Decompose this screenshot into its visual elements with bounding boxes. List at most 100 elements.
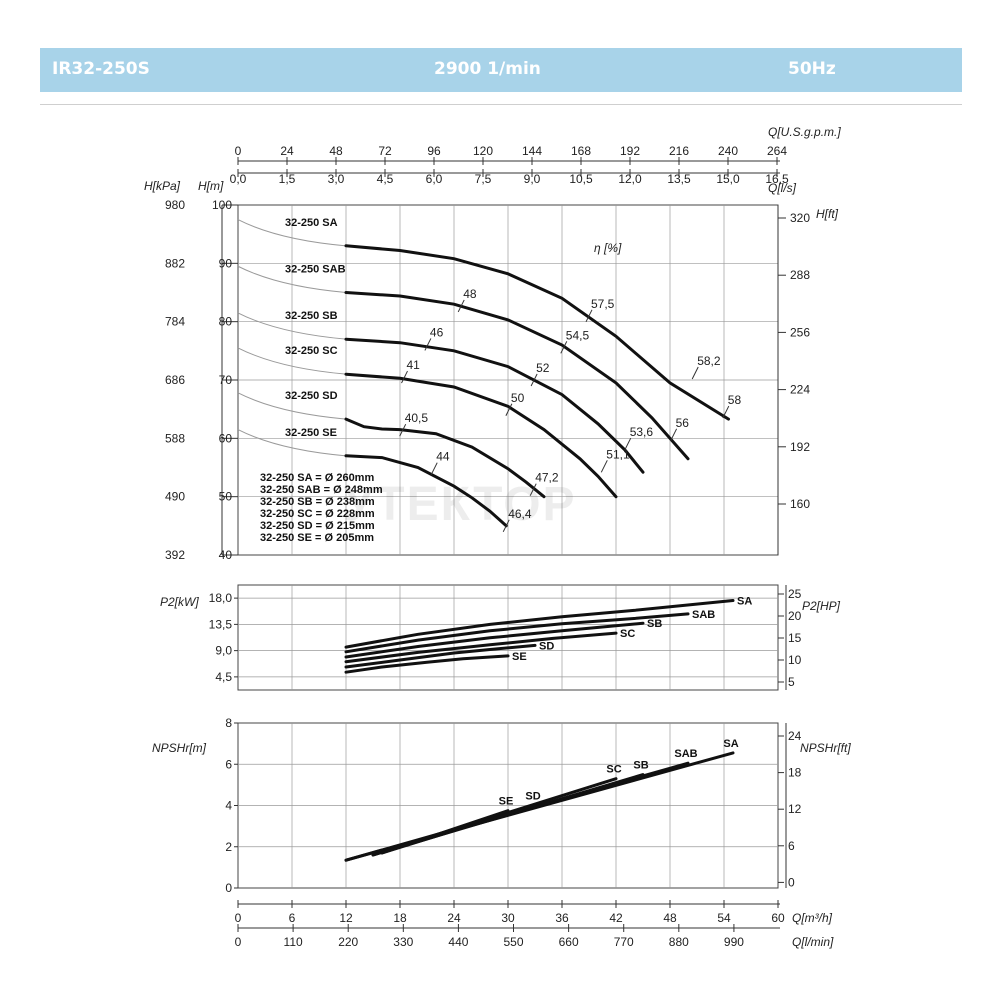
efficiency-tick xyxy=(424,338,432,351)
tick-label: 12 xyxy=(339,911,353,925)
tick-label: 1,5 xyxy=(279,172,296,186)
curve-label: SD xyxy=(525,791,540,803)
title-bar: IR32-250S 2900 1/min 50Hz xyxy=(40,48,962,92)
p2-hp-axis-label: P2[HP] xyxy=(802,599,841,613)
tick-label: 80 xyxy=(219,315,233,329)
curve-label: SB xyxy=(647,618,662,630)
tick-label: 40 xyxy=(219,548,233,562)
efficiency-label: 44 xyxy=(436,450,450,464)
efficiency-label: 58,2 xyxy=(697,354,721,368)
efficiency-label: 58 xyxy=(728,393,742,407)
head-curve xyxy=(344,454,508,528)
head-curve xyxy=(344,372,618,499)
h-m-axis-label: H[m] xyxy=(198,179,224,193)
tick-label: 880 xyxy=(669,935,689,949)
tick-label: 2 xyxy=(225,840,232,854)
tick-label: 882 xyxy=(165,256,185,270)
npsh-ft-axis-label: NPSHr[ft] xyxy=(800,741,851,755)
tick-label: 440 xyxy=(448,935,468,949)
curve-extension xyxy=(237,312,347,340)
curve-label: SAB xyxy=(674,748,697,760)
curve-label: SA xyxy=(737,595,752,607)
tick-label: 490 xyxy=(165,490,185,504)
efficiency-tick xyxy=(722,405,730,419)
efficiency-label: 48 xyxy=(463,287,477,301)
tick-label: 144 xyxy=(522,144,542,158)
tick-label: 8 xyxy=(225,716,232,730)
tick-label: 18 xyxy=(788,766,802,780)
efficiency-tick xyxy=(505,403,513,416)
efficiency-label: 46 xyxy=(430,325,444,339)
tick-label: 12,0 xyxy=(618,172,642,186)
model-name: IR32-250S xyxy=(52,59,150,79)
efficiency-tick xyxy=(399,423,407,437)
power-curve xyxy=(344,621,645,659)
tick-label: 0 xyxy=(225,881,232,895)
h-ft-axis-label: H[ft] xyxy=(816,207,839,221)
npsh-m-axis-label: NPSHr[m] xyxy=(152,741,207,755)
power-curve xyxy=(344,631,618,664)
tick-label: 15 xyxy=(788,631,802,645)
tick-label: 24 xyxy=(280,144,294,158)
tick-label: 220 xyxy=(338,935,358,949)
tick-label: 5 xyxy=(788,675,795,689)
curve-label: SE xyxy=(499,796,514,808)
q-ls-axis-label: Q[l/s] xyxy=(768,181,797,195)
tick-label: 216 xyxy=(669,144,689,158)
curve-label: SA xyxy=(723,738,738,750)
tick-label: 13,5 xyxy=(209,617,233,631)
tick-label: 25 xyxy=(788,587,802,601)
efficiency-label: 51,1 xyxy=(606,447,630,461)
tick-label: 13,5 xyxy=(667,172,691,186)
tick-label: 36 xyxy=(555,911,569,925)
tick-label: 30 xyxy=(501,911,515,925)
tick-label: 588 xyxy=(165,431,185,445)
tick-label: 660 xyxy=(559,935,579,949)
tick-label: 4 xyxy=(225,799,232,813)
tick-label: 0 xyxy=(788,875,795,889)
tick-label: 168 xyxy=(571,144,591,158)
tick-label: 330 xyxy=(393,935,413,949)
tick-label: 100 xyxy=(212,198,232,212)
tick-label: 7,5 xyxy=(475,172,492,186)
tick-label: 0 xyxy=(235,911,242,925)
q-usgpm-axis-label: Q[U.S.g.p.m.] xyxy=(768,125,841,139)
tick-label: 784 xyxy=(165,315,185,329)
efficiency-label: 54,5 xyxy=(566,328,590,342)
tick-label: 770 xyxy=(614,935,634,949)
head-curve xyxy=(344,291,690,461)
tick-label: 686 xyxy=(165,373,185,387)
efficiency-label: 40,5 xyxy=(405,411,429,425)
tick-label: 120 xyxy=(473,144,493,158)
tick-label: 980 xyxy=(165,198,185,212)
q-m3h-axis-label: Q[m³/h] xyxy=(792,911,833,925)
curve-label: SAB xyxy=(692,609,715,621)
impeller-legend-item: 32-250 SA = Ø 260mm xyxy=(260,472,374,484)
curve-extension xyxy=(237,347,347,375)
tick-label: 6 xyxy=(289,911,296,925)
tick-label: 60 xyxy=(771,911,785,925)
p2-kw-axis-label: P2[kW] xyxy=(160,595,199,609)
tick-label: 110 xyxy=(284,935,303,949)
power-curve xyxy=(344,654,510,674)
curve-label: 32-250 SB xyxy=(285,310,338,322)
npsh-curve xyxy=(380,809,510,855)
power-curve xyxy=(344,599,735,649)
efficiency-label: 56 xyxy=(676,416,690,430)
tick-label: 192 xyxy=(790,440,810,454)
tick-label: 160 xyxy=(790,497,810,511)
tick-label: 70 xyxy=(219,373,233,387)
efficiency-label: 57,5 xyxy=(591,297,615,311)
tick-label: 990 xyxy=(724,935,744,949)
tick-label: 24 xyxy=(447,911,461,925)
tick-label: 9,0 xyxy=(215,644,232,658)
tick-label: 48 xyxy=(663,911,677,925)
tick-label: 320 xyxy=(790,211,810,225)
tick-label: 0 xyxy=(235,144,242,158)
tick-label: 550 xyxy=(503,935,523,949)
h-kpa-axis-label: H[kPa] xyxy=(144,179,181,193)
tick-label: 72 xyxy=(378,144,392,158)
tick-label: 256 xyxy=(790,325,810,339)
speed-label: 2900 1/min xyxy=(434,59,541,79)
